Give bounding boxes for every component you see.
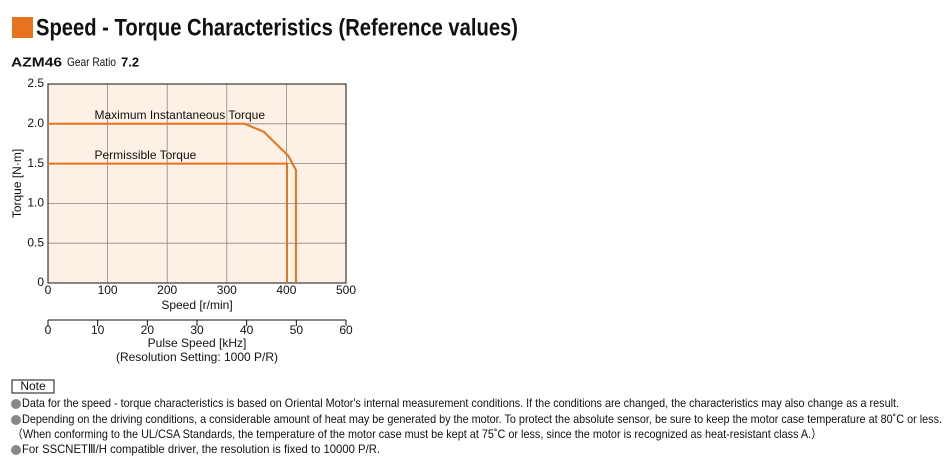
title-icon xyxy=(12,17,33,38)
y-tick-label: 2.0 xyxy=(27,116,44,130)
y-tick-label: 2.5 xyxy=(27,76,44,90)
y-tick-label: 0 xyxy=(37,275,44,289)
x-tick-label: 500 xyxy=(336,283,356,297)
series-label: Maximum Instantaneous Torque xyxy=(94,108,265,122)
series-label: Permissible Torque xyxy=(94,148,196,162)
x2-tick-label: 10 xyxy=(91,323,105,337)
x2-note: (Resolution Setting: 1000 P/R) xyxy=(116,350,278,364)
series-line xyxy=(48,162,288,283)
x-tick-label: 100 xyxy=(98,283,118,297)
x2-tick-label: 60 xyxy=(339,323,353,337)
series-line xyxy=(48,122,297,283)
x2-axis-label: Pulse Speed [kHz] xyxy=(148,336,247,350)
model: AZM46 xyxy=(11,54,62,69)
x-tick-label: 0 xyxy=(45,283,52,297)
plot-border xyxy=(47,83,347,284)
note-box xyxy=(11,379,55,394)
y-tick-label: 0.5 xyxy=(27,235,44,249)
note-label: Note xyxy=(20,379,46,393)
x2-tick-label: 40 xyxy=(240,323,254,337)
bullet xyxy=(11,445,21,455)
note-text: Data for the speed - torque characterist… xyxy=(22,396,899,410)
note-text: （When conforming to the UL/CSA Standards… xyxy=(12,427,822,441)
x-tick-label: 400 xyxy=(276,283,296,297)
note-text: For SSCNETⅢ/H compatible driver, the res… xyxy=(22,442,380,456)
bullet xyxy=(11,415,21,425)
x-tick-label: 200 xyxy=(157,283,177,297)
y-tick-label: 1.5 xyxy=(27,156,44,170)
y-tick-label: 1.0 xyxy=(27,196,44,210)
bullet xyxy=(11,399,21,409)
chart-title: Speed - Torque Characteristics (Referenc… xyxy=(36,14,518,41)
x-axis-label: Speed [r/min] xyxy=(161,298,232,312)
x2-tick-label: 20 xyxy=(141,323,155,337)
y-axis-label: Torque [N·m] xyxy=(10,149,24,218)
x-tick-label: 300 xyxy=(217,283,237,297)
x2-tick-label: 0 xyxy=(45,323,52,337)
x2-tick-label: 50 xyxy=(290,323,304,337)
note-text: Depending on the driving conditions, a c… xyxy=(22,412,942,426)
ratio: 7.2 xyxy=(121,54,139,69)
x2-tick-label: 30 xyxy=(190,323,204,337)
ratio-label: Gear Ratio xyxy=(67,55,116,69)
